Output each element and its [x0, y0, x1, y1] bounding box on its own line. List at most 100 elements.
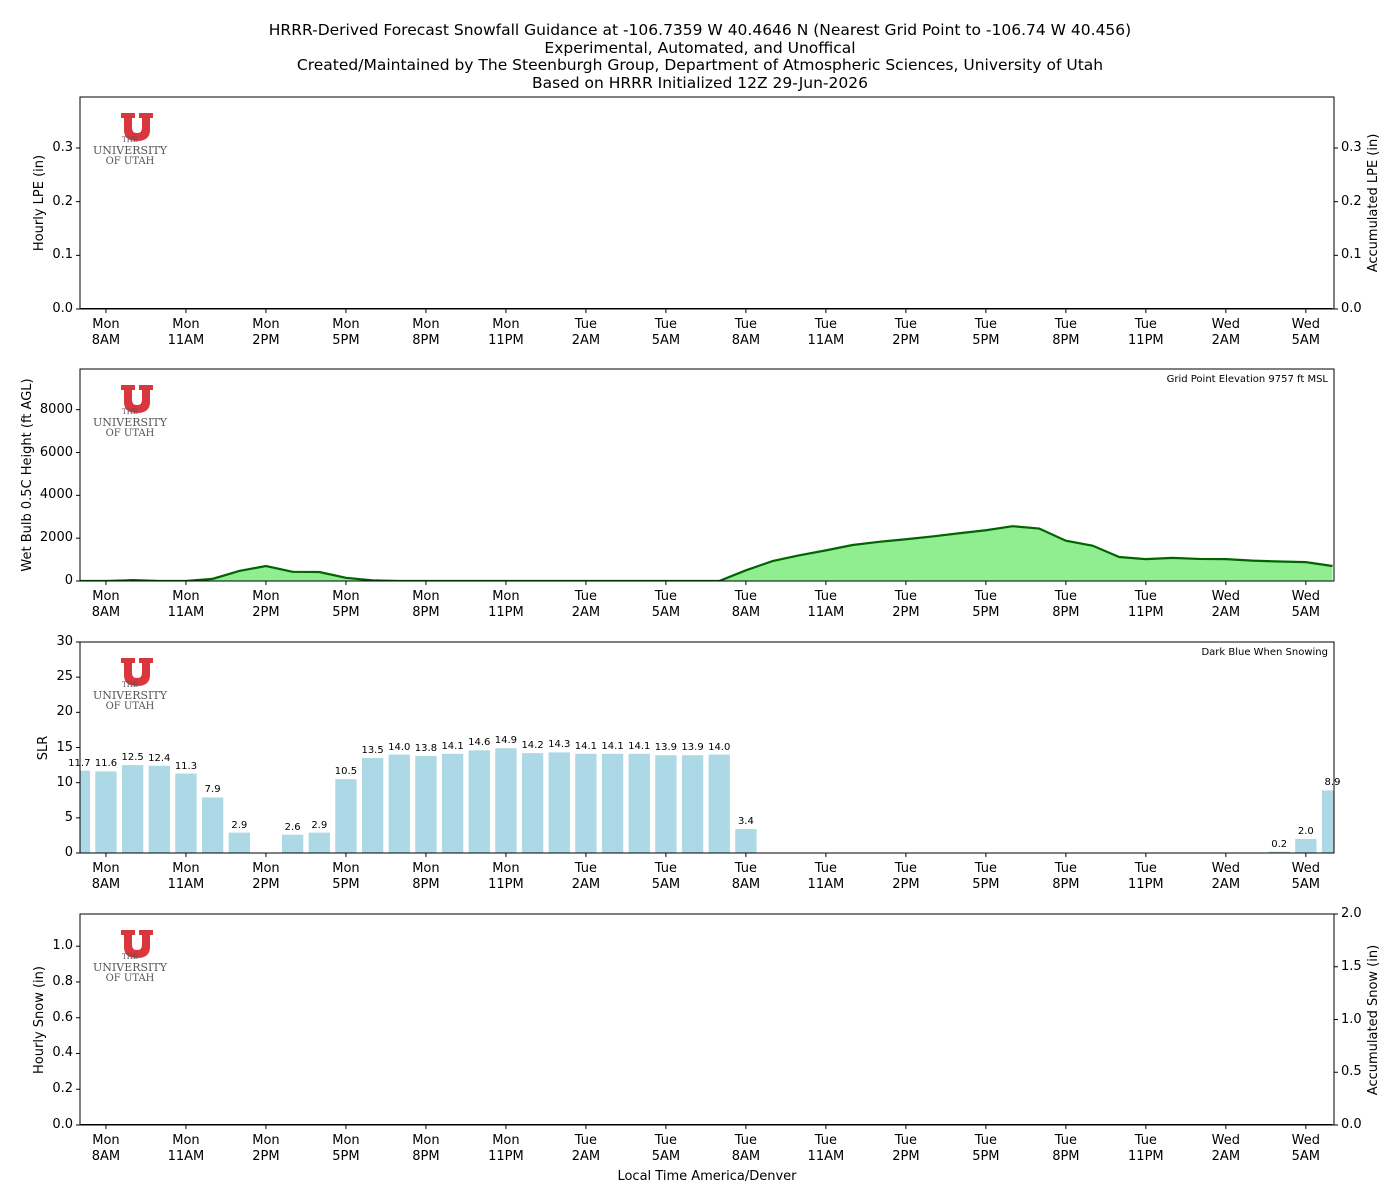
plot-frame	[79, 913, 1335, 1126]
x-tick-label: Tue 8PM	[1052, 317, 1080, 348]
x-tick-label: Tue 5PM	[972, 317, 1000, 348]
area-line	[80, 525, 1333, 581]
value-label: 8.9	[1324, 777, 1341, 789]
x-tick-label: Mon 11AM	[167, 589, 205, 620]
x-tick-label: Tue 5PM	[972, 1133, 1000, 1164]
x-tick-label: Tue 8AM	[731, 861, 761, 892]
x-tick-label: Tue 2PM	[892, 1133, 920, 1164]
logo-text: OF UTAH	[105, 156, 155, 167]
value-label: 14.0	[708, 741, 731, 753]
plot-frame	[79, 368, 1335, 582]
x-tick-label: Mon 5PM	[332, 861, 360, 892]
value-label: 2.0	[1297, 825, 1314, 837]
logo-text: UNIVERSITY	[93, 961, 167, 974]
bar	[601, 753, 624, 853]
y-axis-label: Wet Bulb 0.5C Height (ft AGL)	[20, 378, 35, 572]
bar	[281, 834, 304, 853]
value-label: 14.1	[441, 740, 464, 752]
x-tick-label: Mon 2PM	[252, 1133, 280, 1164]
annotation: Dark Blue When Snowing	[1201, 647, 1328, 658]
x-tick-label: Tue 5AM	[651, 1133, 681, 1164]
bar	[575, 753, 597, 853]
x-tick-label: Mon 11PM	[488, 317, 524, 348]
x-tick-label: Mon 5PM	[332, 1133, 360, 1164]
value-label: 13.8	[414, 742, 438, 754]
logo-mark	[121, 658, 153, 686]
x-tick-label: Tue 8AM	[731, 589, 761, 620]
x-tick-label: Mon 11PM	[488, 589, 524, 620]
x-tick-label: Mon 8PM	[412, 589, 440, 620]
bar	[681, 755, 704, 853]
x-tick-label: Tue 5AM	[651, 317, 681, 348]
x-tick-label: Tue 5AM	[651, 589, 681, 620]
x-tick-label: Mon 11AM	[167, 1133, 205, 1164]
x-axis-label: Local Time America/Denver	[617, 1169, 797, 1184]
x-tick-label: Mon 8AM	[91, 861, 121, 892]
bar	[735, 829, 757, 853]
x-tick-label: Tue 2AM	[571, 589, 601, 620]
bar	[1268, 851, 1290, 853]
value-label: 11.6	[94, 758, 118, 770]
bar	[628, 753, 650, 853]
x-tick-label: Tue 11PM	[1128, 1133, 1164, 1164]
figure-title: HRRR-Derived Forecast Snowfall Guidance …	[268, 21, 1132, 92]
logo-text: THE	[122, 681, 138, 689]
x-tick-label: Tue 8AM	[731, 317, 761, 348]
logo-text: THE	[122, 136, 138, 144]
y2-tick-label: 2.0	[1341, 906, 1362, 921]
value-label: 14.1	[574, 740, 598, 752]
x-tick-label: Tue 5PM	[972, 861, 1000, 892]
x-tick-label: Wed 2AM	[1211, 589, 1241, 620]
value-label: 14.1	[628, 740, 651, 752]
value-label: 2.9	[231, 819, 248, 831]
x-tick-label: Mon 11AM	[167, 861, 205, 892]
x-tick-label: Tue 2PM	[892, 317, 920, 348]
x-tick-label: Tue 2PM	[892, 589, 920, 620]
logo-text: UNIVERSITY	[93, 416, 167, 429]
y-tick-label: 15	[56, 739, 73, 755]
x-tick-label: Mon 8AM	[91, 1133, 121, 1164]
bar	[495, 748, 517, 853]
bar	[468, 750, 490, 853]
plot-area	[80, 748, 1334, 853]
bar	[1321, 790, 1334, 853]
y-tick-label: 4000	[39, 487, 73, 503]
value-label: 10.5	[334, 766, 358, 778]
y2-tick-label: 0.0	[1341, 1117, 1362, 1132]
bar	[361, 758, 384, 853]
y-tick-label: 10	[56, 774, 73, 790]
value-label: 14.3	[548, 739, 571, 751]
x-tick-label: Mon 5PM	[332, 589, 360, 620]
logo-text: OF UTAH	[105, 973, 155, 984]
value-label: 13.9	[654, 742, 678, 754]
y-tick-label: 0.2	[52, 193, 73, 209]
value-label: 7.9	[204, 784, 221, 796]
x-tick-label: Wed 5AM	[1291, 317, 1321, 348]
annotation: Grid Point Elevation 9757 ft MSL	[1166, 374, 1328, 385]
y-tick-label: 0	[64, 845, 73, 860]
logo-mark	[121, 930, 153, 958]
y2-tick-label: 0.5	[1341, 1064, 1362, 1080]
y2-tick-label: 1.5	[1341, 958, 1362, 974]
x-tick-label: Tue 11AM	[807, 317, 845, 348]
value-label: 14.9	[494, 735, 518, 747]
bar	[521, 753, 544, 853]
value-label: 14.0	[388, 741, 411, 753]
y2-tick-label: 0.0	[1341, 301, 1362, 316]
bar	[80, 770, 90, 853]
y-tick-label: 0.4	[52, 1045, 73, 1061]
bar	[148, 765, 170, 853]
value-label: 14.2	[521, 740, 544, 752]
y-tick-label: 2000	[39, 530, 73, 546]
y-tick-label: 8000	[39, 401, 73, 417]
y-tick-label: 6000	[39, 444, 73, 460]
x-tick-label: Wed 5AM	[1291, 861, 1321, 892]
bar	[201, 797, 224, 853]
bar	[708, 754, 730, 853]
logo-text: OF UTAH	[105, 701, 155, 712]
y-tick-label: 0.3	[52, 139, 73, 155]
y2-tick-label: 0.2	[1341, 193, 1362, 209]
y-tick-label: 20	[56, 704, 73, 720]
logo-text: OF UTAH	[105, 428, 155, 439]
